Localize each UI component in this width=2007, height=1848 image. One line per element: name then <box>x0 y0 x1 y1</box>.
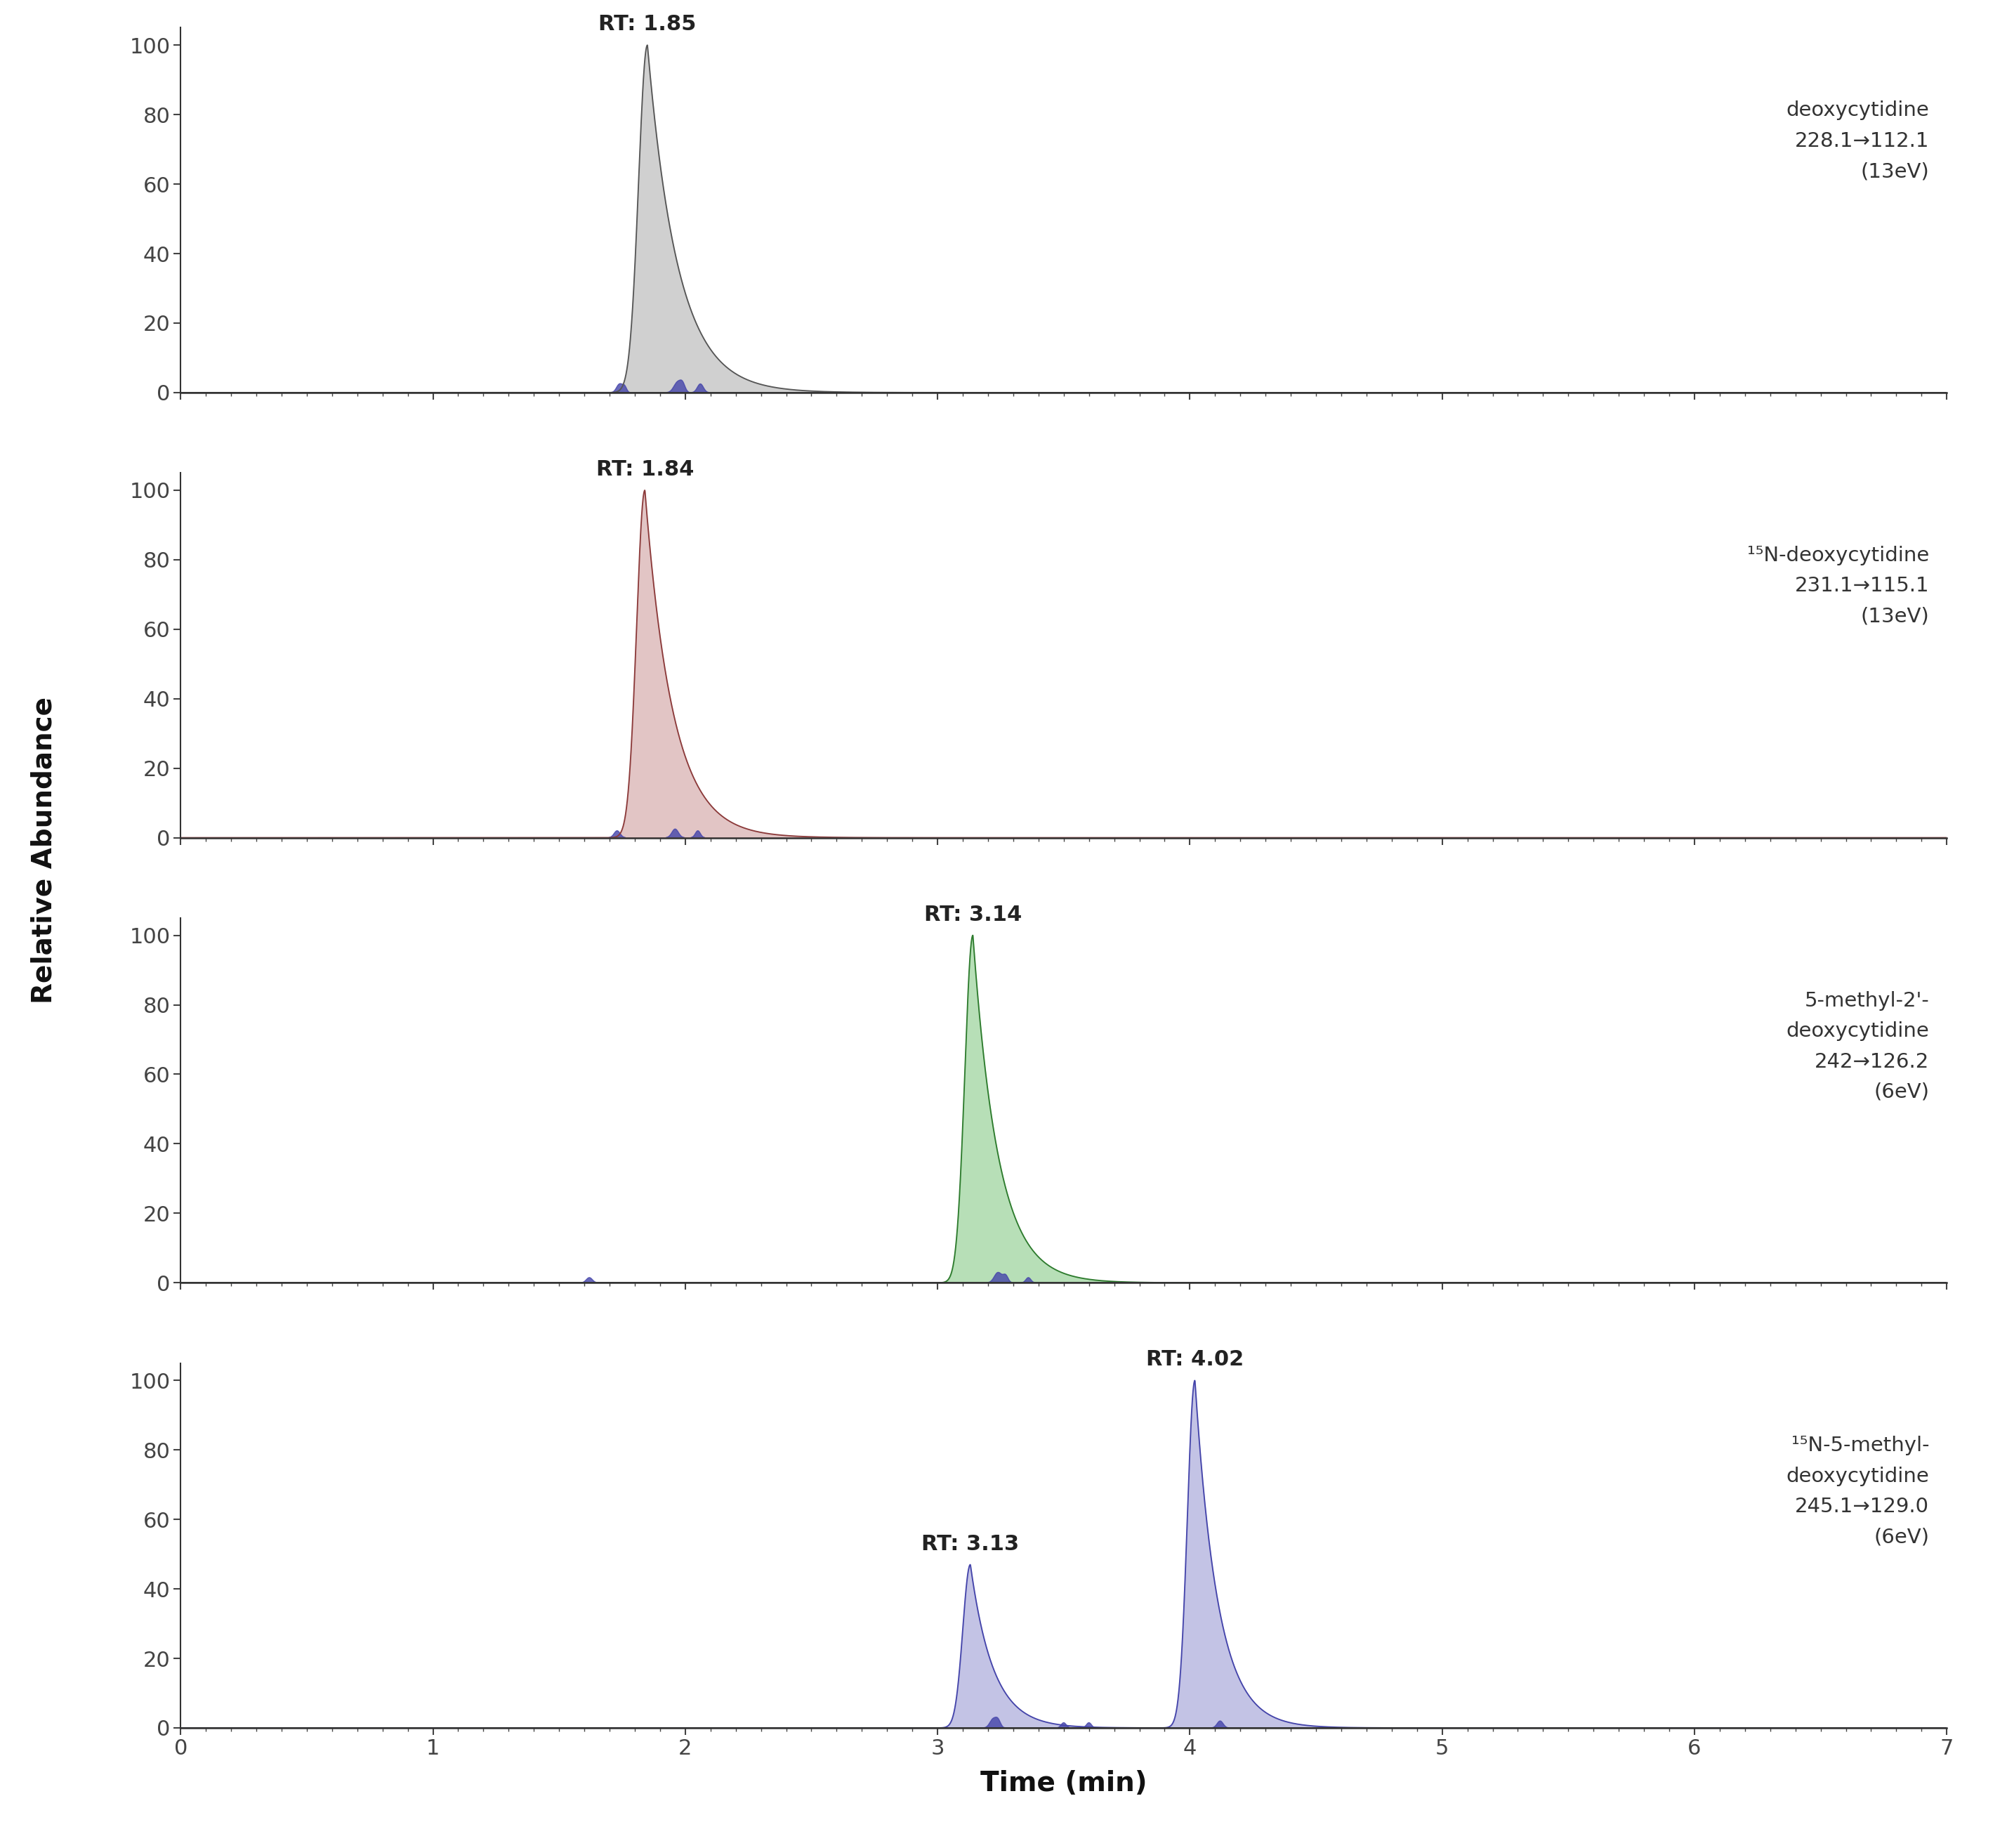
X-axis label: Time (min): Time (min) <box>979 1770 1148 1796</box>
Text: 5-methyl-2'-
deoxycytidine
242→126.2
(6eV): 5-methyl-2'- deoxycytidine 242→126.2 (6e… <box>1786 991 1929 1101</box>
Text: deoxycytidine
228.1→112.1
(13eV): deoxycytidine 228.1→112.1 (13eV) <box>1786 100 1929 181</box>
Text: RT: 3.13: RT: 3.13 <box>921 1534 1020 1554</box>
Text: RT: 3.14: RT: 3.14 <box>923 904 1022 924</box>
Text: RT: 1.85: RT: 1.85 <box>598 15 696 35</box>
Text: RT: 4.02: RT: 4.02 <box>1146 1349 1244 1369</box>
Text: ¹⁵N-5-methyl-
deoxycytidine
245.1→129.0
(6eV): ¹⁵N-5-methyl- deoxycytidine 245.1→129.0 … <box>1786 1436 1929 1547</box>
Text: RT: 1.84: RT: 1.84 <box>596 460 694 480</box>
Text: ¹⁵N-deoxycytidine
231.1→115.1
(13eV): ¹⁵N-deoxycytidine 231.1→115.1 (13eV) <box>1746 545 1929 626</box>
Text: Relative Abundance: Relative Abundance <box>30 697 58 1003</box>
